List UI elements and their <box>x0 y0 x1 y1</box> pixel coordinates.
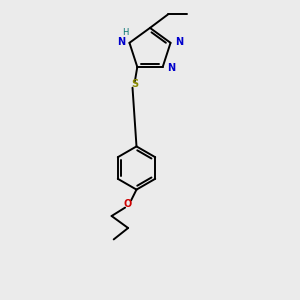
Text: O: O <box>124 199 132 209</box>
Text: N: N <box>117 37 125 47</box>
Text: H: H <box>122 28 128 38</box>
Text: N: N <box>167 63 175 73</box>
Text: N: N <box>175 37 183 47</box>
Text: S: S <box>131 80 139 89</box>
